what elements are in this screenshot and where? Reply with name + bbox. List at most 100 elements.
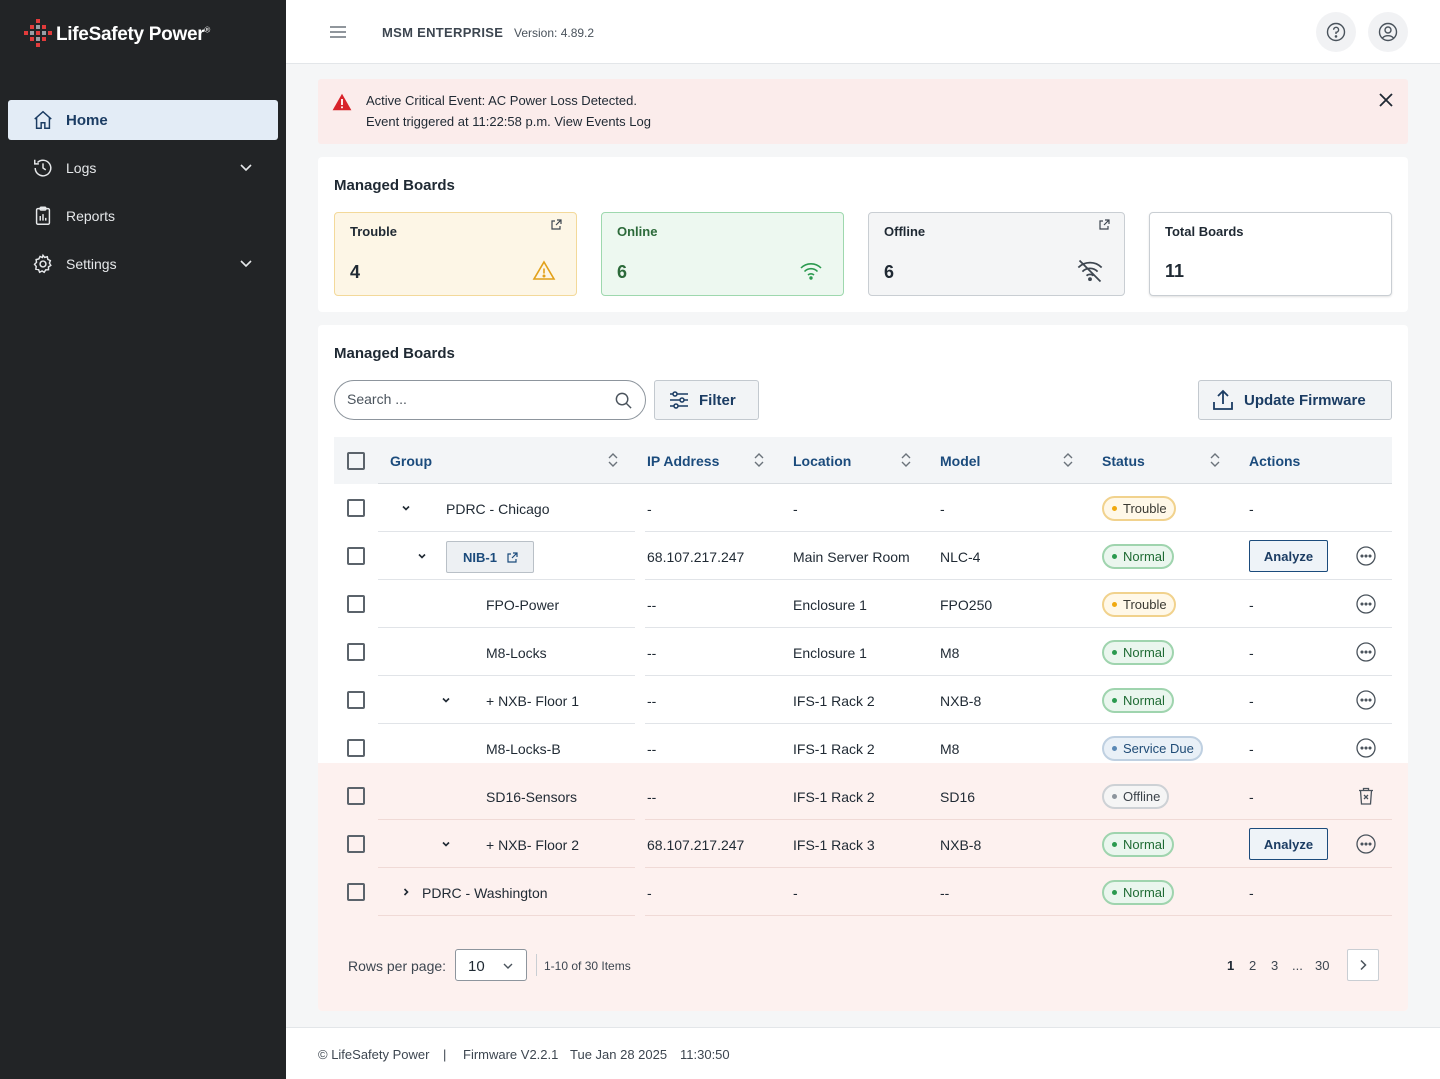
- more-options-icon[interactable]: [1356, 642, 1376, 662]
- row-checkbox[interactable]: [347, 691, 365, 709]
- chevron-down-icon[interactable]: [439, 693, 453, 707]
- update-firmware-button[interactable]: Update Firmware: [1198, 380, 1392, 420]
- row-checkbox[interactable]: [347, 547, 365, 565]
- footer-date: Tue Jan 28 2025: [570, 1047, 668, 1062]
- chevron-right-icon[interactable]: [399, 885, 413, 899]
- column-header-model[interactable]: Model: [940, 453, 981, 469]
- sidebar-item-settings[interactable]: Settings: [8, 244, 278, 284]
- rows-per-page-label: Rows per page:: [348, 958, 447, 974]
- account-button[interactable]: [1368, 12, 1408, 52]
- cell-model: NLC-4: [940, 549, 981, 565]
- clipboard-icon: [35, 206, 51, 225]
- cell-location: Enclosure 1: [793, 645, 867, 661]
- chevron-down-icon[interactable]: [439, 837, 453, 851]
- sidebar-item-home[interactable]: Home: [8, 100, 278, 140]
- rows-per-page-select[interactable]: 10: [455, 949, 527, 981]
- sidebar-item-label: Logs: [66, 160, 97, 176]
- top-header: MSM ENTERPRISE Version: 4.89.2: [286, 0, 1440, 64]
- column-header-status[interactable]: Status: [1102, 453, 1145, 469]
- column-header-ip[interactable]: IP Address: [647, 453, 720, 469]
- sidebar-item-reports[interactable]: Reports: [8, 196, 278, 236]
- sort-icon[interactable]: [753, 452, 765, 468]
- help-button[interactable]: [1316, 12, 1356, 52]
- page-ellipsis: ...: [1292, 958, 1303, 973]
- select-all-checkbox[interactable]: [347, 452, 365, 470]
- sort-icon[interactable]: [607, 452, 619, 468]
- stat-card-trouble[interactable]: Trouble 4: [334, 212, 577, 296]
- page-30-link[interactable]: 30: [1315, 958, 1330, 973]
- sidebar-nav: Home Logs Reports Settings: [8, 100, 278, 292]
- wifi-icon: [800, 263, 822, 280]
- chevron-down-icon: [503, 963, 513, 969]
- external-link-icon: [507, 551, 518, 563]
- page-1-link[interactable]: 1: [1227, 958, 1235, 973]
- app-version: Version: 4.89.2: [514, 26, 595, 40]
- status-badge: Normal: [1102, 544, 1174, 569]
- more-options-icon[interactable]: [1356, 738, 1376, 758]
- sliders-icon: [670, 391, 688, 409]
- stat-value: 11: [1165, 261, 1185, 281]
- alert-detail-link[interactable]: Event triggered at 11:22:58 p.m. View Ev…: [366, 114, 651, 129]
- row-checkbox[interactable]: [347, 499, 365, 517]
- stat-card-offline[interactable]: Offline 6: [868, 212, 1125, 296]
- external-link-icon[interactable]: [551, 219, 562, 230]
- sort-icon[interactable]: [1062, 452, 1074, 468]
- stat-label: Total Boards: [1165, 224, 1244, 239]
- sidebar: LifeSafety Power® Home Logs Reports Sett…: [0, 0, 286, 1079]
- search-input[interactable]: [347, 391, 607, 407]
- status-badge: Service Due: [1102, 736, 1203, 761]
- more-options-icon[interactable]: [1356, 546, 1376, 566]
- chevron-down-icon: [240, 164, 252, 172]
- filter-button[interactable]: Filter: [654, 380, 759, 420]
- row-checkbox[interactable]: [347, 883, 365, 901]
- status-badge: Normal: [1102, 688, 1174, 713]
- status-badge: Trouble: [1102, 592, 1176, 617]
- row-checkbox[interactable]: [347, 787, 365, 805]
- analyze-button[interactable]: Analyze: [1249, 828, 1328, 860]
- brand-name: LifeSafety Power®: [56, 24, 210, 45]
- stat-label: Online: [617, 224, 658, 239]
- next-page-button[interactable]: [1347, 949, 1379, 981]
- cell-location: -: [793, 885, 798, 901]
- cell-group: M8-Locks-B: [486, 741, 561, 757]
- column-header-group[interactable]: Group: [390, 453, 432, 469]
- chevron-down-icon[interactable]: [399, 501, 413, 515]
- search-icon[interactable]: [614, 391, 633, 410]
- trash-icon[interactable]: [1356, 786, 1376, 806]
- close-icon[interactable]: [1378, 92, 1394, 108]
- row-checkbox[interactable]: [347, 739, 365, 757]
- table-row: M8-Locks -- Enclosure 1 M8 Normal -: [334, 628, 1392, 676]
- stat-card-online[interactable]: Online 6: [601, 212, 844, 296]
- divider: [536, 954, 537, 976]
- table-row: SD16-Sensors -- IFS-1 Rack 2 SD16 Offlin…: [334, 772, 1392, 820]
- analyze-button[interactable]: Analyze: [1249, 540, 1328, 572]
- device-link-button[interactable]: NIB-1: [446, 541, 534, 573]
- sort-icon[interactable]: [900, 452, 912, 468]
- cell-model: FPO250: [940, 597, 993, 613]
- critical-alert-banner: Active Critical Event: AC Power Loss Det…: [318, 79, 1408, 144]
- external-link-icon[interactable]: [1099, 219, 1110, 230]
- hamburger-menu-icon[interactable]: [328, 22, 348, 42]
- row-checkbox[interactable]: [347, 835, 365, 853]
- more-options-icon[interactable]: [1356, 834, 1376, 854]
- column-header-actions: Actions: [1249, 453, 1301, 469]
- row-checkbox[interactable]: [347, 643, 365, 661]
- more-options-icon[interactable]: [1356, 690, 1376, 710]
- chevron-down-icon[interactable]: [415, 549, 429, 563]
- cell-ip: -: [647, 501, 652, 517]
- summary-title: Managed Boards: [334, 177, 455, 194]
- upload-icon: [1213, 389, 1233, 410]
- page-3-link[interactable]: 3: [1271, 958, 1279, 973]
- brand-logo[interactable]: LifeSafety Power®: [24, 19, 210, 51]
- search-box[interactable]: [334, 380, 646, 420]
- column-header-location[interactable]: Location: [793, 453, 852, 469]
- footer-separator: |: [443, 1047, 447, 1062]
- row-checkbox[interactable]: [347, 595, 365, 613]
- cell-location: IFS-1 Rack 3: [793, 837, 875, 853]
- page-2-link[interactable]: 2: [1249, 958, 1257, 973]
- more-options-icon[interactable]: [1356, 594, 1376, 614]
- cell-action: -: [1249, 789, 1254, 805]
- status-badge: Offline: [1102, 784, 1170, 809]
- sidebar-item-logs[interactable]: Logs: [8, 148, 278, 188]
- sort-icon[interactable]: [1209, 452, 1221, 468]
